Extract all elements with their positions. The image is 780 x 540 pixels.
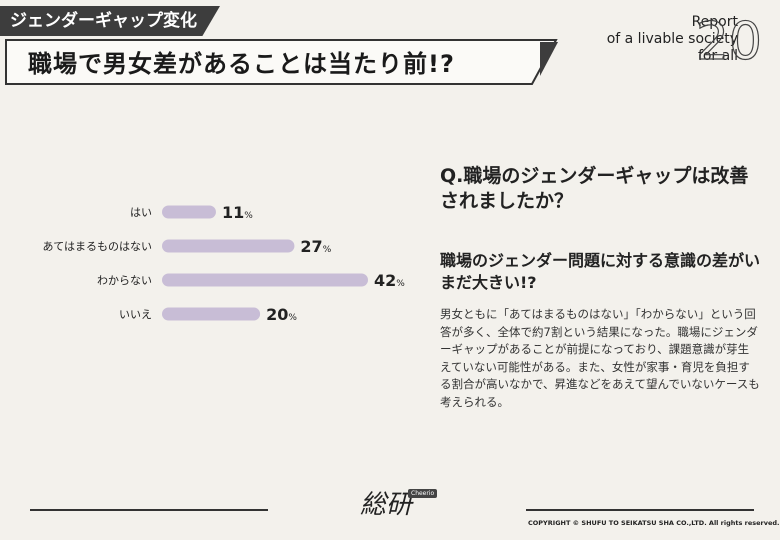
bar-chart: はい 11% あてはまるものはない 27% わからない 42% いいえ 20% (42, 203, 405, 324)
logo: 総研 (360, 490, 413, 520)
category-label: わからない (97, 274, 152, 287)
copyright: COPYRIGHT © SHUFU TO SEIKATSU SHA CO.,LT… (528, 519, 780, 527)
footer-rule-left (30, 509, 268, 511)
category-label: はい (130, 206, 152, 219)
data-label: 11% (222, 203, 253, 222)
report-line-2: of a livable society (606, 31, 738, 47)
report-line-3: for all (697, 48, 738, 64)
section-tag: ジェンダーギャップ変化 (0, 6, 220, 36)
data-label: 42% (374, 271, 405, 290)
title-banner: 職場で男女差があることは当たり前!? (0, 36, 560, 88)
report-line-1: Report (691, 14, 738, 30)
page-title: 職場で男女差があることは当たり前!? (28, 50, 455, 78)
bar (162, 273, 368, 287)
body-text: 男女ともに「あてはまるものはない」「わからない」という回答が多く、全体で約7割と… (440, 307, 760, 409)
logo-badge: Cheerio (408, 489, 438, 498)
bar (162, 205, 216, 219)
title-banner-frame (5, 39, 558, 85)
data-label: 20% (266, 305, 297, 324)
bar (162, 307, 261, 321)
question-text: Q.職場のジェンダーギャップは改善されましたか？ (440, 165, 749, 212)
category-label: あてはまるものはない (42, 240, 152, 253)
category-label: いいえ (119, 308, 152, 321)
subhead-text: 職場のジェンダー問題に対する意識の差がいまだ大きい!? (440, 251, 761, 292)
data-label: 27% (300, 237, 331, 256)
report-number: 20 (695, 12, 762, 72)
bar (162, 239, 295, 253)
report-brand: Report of a livable society for all 20 (606, 14, 763, 69)
footer-rule-right (526, 509, 754, 511)
